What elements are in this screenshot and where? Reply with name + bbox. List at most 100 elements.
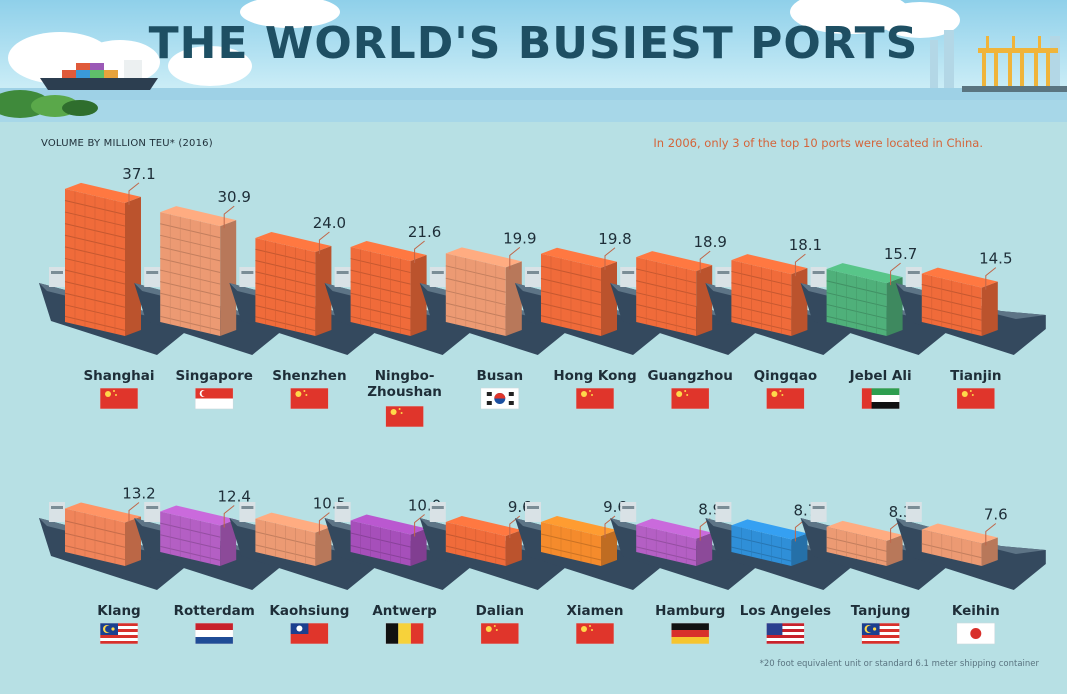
- ship-shanghai: 37.1 Shanghai: [39, 165, 189, 410]
- bridge-window: [51, 271, 63, 274]
- leader-line: [794, 253, 806, 277]
- leader-line: [414, 514, 425, 537]
- port-label: Guangzhou: [647, 368, 732, 384]
- ship-busan: 19.9 Busan: [419, 229, 570, 410]
- ship-bridge: [429, 267, 446, 287]
- ship-bridge: [905, 267, 922, 287]
- value-label: 37.1: [122, 165, 155, 183]
- port-label: Tianjin: [950, 368, 1001, 384]
- port-label: Hong Kong: [553, 368, 636, 384]
- leader-line: [890, 520, 901, 543]
- leader-line: [699, 250, 711, 274]
- malaysia-flag-icon: [99, 622, 139, 645]
- port-cranes-icon: [930, 30, 1067, 92]
- value-label: 30.9: [217, 188, 250, 206]
- china-flag-icon: [385, 405, 424, 428]
- unit-label: VOLUME BY MILLION TEU* (2016): [41, 138, 213, 149]
- port-label: Klang: [97, 603, 140, 619]
- container-stack: [255, 232, 332, 336]
- leader-line: [414, 240, 425, 263]
- ship-singapore: 30.9 Singapore: [134, 188, 285, 410]
- ship-bridge: [429, 502, 446, 522]
- bridge-window: [431, 506, 444, 509]
- value-label: 12.4: [217, 488, 250, 506]
- container-stack: [445, 516, 522, 566]
- china-flag-icon: [99, 387, 139, 410]
- bridge-window: [431, 271, 444, 274]
- leader-line: [509, 246, 521, 270]
- china-flag-icon: [766, 387, 805, 410]
- container-stack: [921, 267, 998, 336]
- port-label: Singapore: [175, 368, 253, 384]
- port-label: Kaohsiung: [269, 603, 349, 619]
- container-stack: [350, 514, 427, 566]
- container-stack: [64, 502, 141, 566]
- south-korea-flag-icon: [480, 387, 520, 410]
- container-stack: [445, 247, 522, 336]
- ship-bridge: [810, 267, 827, 287]
- bridge-window: [717, 271, 730, 274]
- leader-line: [318, 231, 330, 254]
- value-label: 19.8: [598, 230, 631, 248]
- ship-bridge: [715, 267, 732, 287]
- ship-bridge: [715, 502, 732, 522]
- germany-flag-icon: [670, 622, 710, 645]
- bridge-window: [622, 271, 635, 274]
- ship-bridge: [144, 502, 161, 522]
- leader-line: [985, 267, 997, 290]
- port-label: Keihin: [952, 603, 1000, 619]
- value-label: 14.5: [979, 250, 1012, 268]
- ship-tianjin: 14.5 Tianjin: [895, 250, 1046, 410]
- bridge-window: [907, 271, 920, 274]
- leader-line: [890, 262, 901, 286]
- china-flag-icon: [670, 387, 710, 410]
- bridge-window: [907, 506, 920, 509]
- container-stack: [731, 254, 808, 336]
- container-stack: [636, 518, 713, 566]
- cargo-ship-icon: [40, 60, 158, 90]
- container-stack: [540, 516, 617, 566]
- ship-bridge: [49, 502, 65, 522]
- leader-line: [985, 523, 997, 546]
- leader-line: [318, 512, 330, 535]
- ship-shenzhen: 24.0 Shenzhen: [229, 214, 380, 410]
- page-title: THE WORLD'S BUSIEST PORTS: [148, 18, 919, 69]
- ship-bridge: [525, 502, 541, 522]
- taiwan-flag-icon: [290, 622, 329, 645]
- bridge-window: [146, 271, 159, 274]
- ship-deck: [895, 283, 1046, 319]
- ship-bridge: [905, 502, 922, 522]
- leader-line: [223, 505, 235, 528]
- port-label: Hamburg: [655, 603, 725, 619]
- port-label: Xiamen: [567, 603, 624, 619]
- port-label: Tanjung: [851, 603, 911, 619]
- port-label: Shenzhen: [272, 368, 346, 384]
- port-label: Jebel Ali: [849, 368, 912, 384]
- port-label: Antwerp: [372, 603, 437, 619]
- singapore-flag-icon: [194, 387, 234, 410]
- leader-line: [223, 205, 235, 229]
- container-stack: [160, 505, 237, 566]
- ship-bridge: [334, 267, 351, 287]
- ship-bridge: [810, 502, 827, 522]
- leader-line: [128, 502, 140, 525]
- cloud-icon: [8, 0, 960, 86]
- bridge-window: [622, 506, 635, 509]
- value-label: 15.7: [884, 245, 917, 263]
- container-stack: [350, 241, 427, 336]
- ship-bridge: [620, 502, 637, 522]
- bridge-window: [146, 506, 159, 509]
- ship-hong-kong: 19.8 Hong Kong: [515, 230, 665, 410]
- port-label: Dalian: [476, 603, 524, 619]
- bridge-window: [241, 271, 254, 274]
- bridge-window: [527, 506, 539, 509]
- bridge-window: [812, 271, 825, 274]
- bridge-window: [241, 506, 254, 509]
- value-label: 7.6: [984, 506, 1008, 524]
- port-label: Rotterdam: [174, 603, 255, 619]
- china-flag-icon: [480, 622, 520, 645]
